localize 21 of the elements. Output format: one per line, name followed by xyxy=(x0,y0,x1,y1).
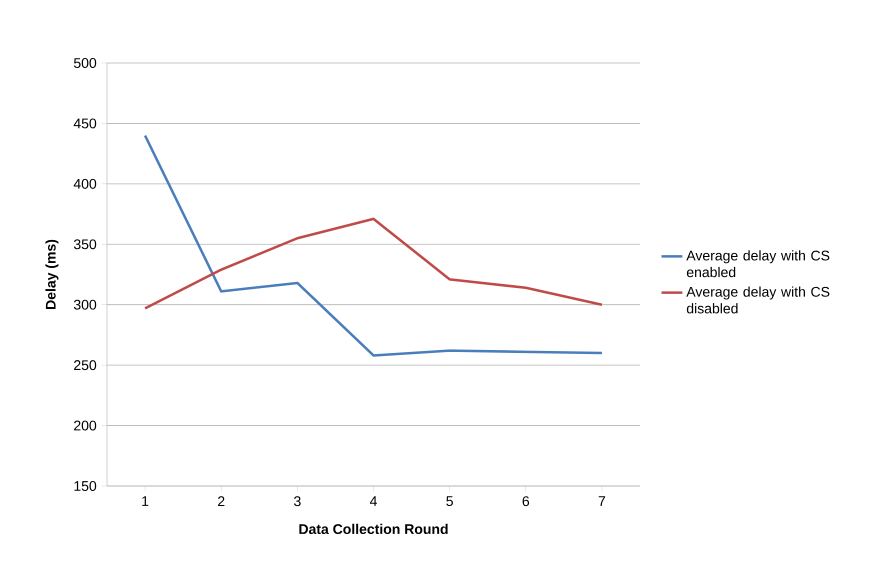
x-tick-label: 3 xyxy=(294,496,301,506)
x-tick-label: 7 xyxy=(598,496,606,506)
x-tick-label: 4 xyxy=(370,496,377,506)
y-tick-label: 500 xyxy=(74,58,96,68)
x-tick-label: 1 xyxy=(142,496,148,506)
y-tick-label: 400 xyxy=(74,178,96,189)
legend-label: Average delay with CS enabled xyxy=(686,250,830,278)
legend-label: Average delay with CS disabled xyxy=(686,286,830,314)
line-series xyxy=(144,134,604,357)
y-tick-label: 300 xyxy=(74,300,96,310)
y-tick-label: 450 xyxy=(74,118,96,128)
line-series xyxy=(144,218,604,310)
y-tick-label: 150 xyxy=(74,481,96,491)
x-tick-label: 5 xyxy=(446,496,453,506)
y-tick-label: 350 xyxy=(74,239,96,250)
y-tick-label: 250 xyxy=(74,360,96,370)
x-axis-title: Data Collection Round xyxy=(299,524,448,534)
y-axis-title: Delay (ms) xyxy=(45,240,58,309)
x-tick-label: 6 xyxy=(522,496,530,506)
x-tick-label: 2 xyxy=(218,496,224,506)
y-tick-label: 200 xyxy=(74,420,96,431)
